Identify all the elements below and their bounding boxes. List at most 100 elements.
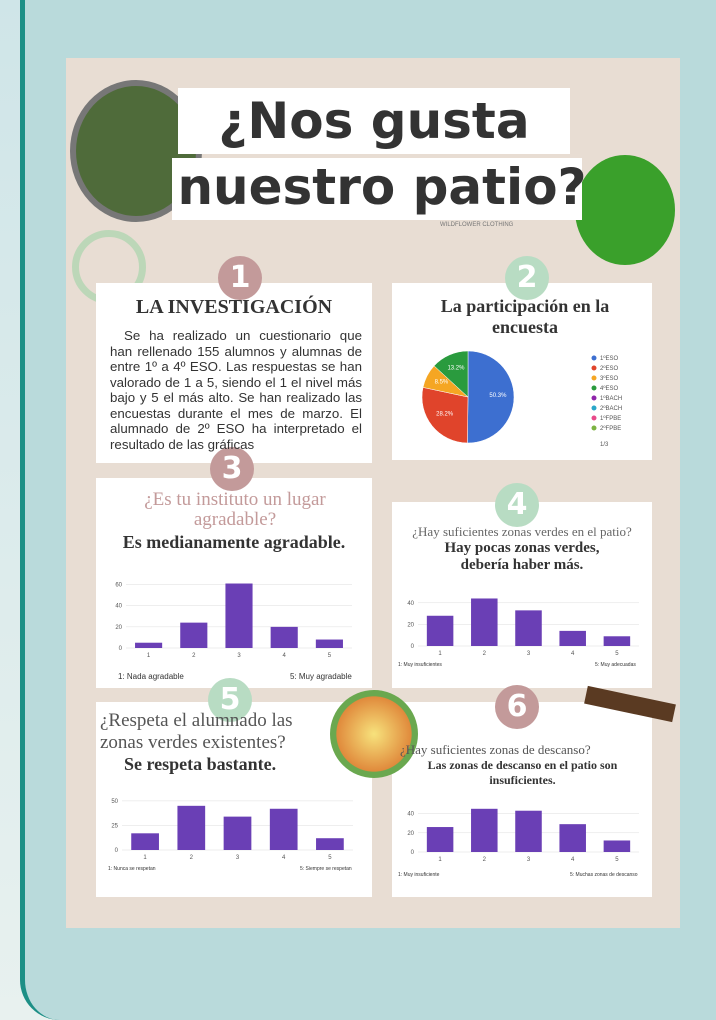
legend-label: 1ºBACH xyxy=(600,395,622,402)
scale-high: 5: Siempre se respetan xyxy=(300,866,352,872)
bar xyxy=(225,584,252,648)
bar xyxy=(316,640,343,648)
y-tick-label: 0 xyxy=(411,850,415,856)
question: ¿Es tu instituto un lugar agradable? xyxy=(125,490,345,530)
legend-label: 3ºESO xyxy=(600,375,619,382)
bar xyxy=(270,809,298,850)
legend-swatch xyxy=(592,406,597,411)
question: ¿Hay suficientes zonas de descanso? xyxy=(400,742,650,758)
scale-high: 5: Muy adecuadas xyxy=(595,662,636,668)
legend-swatch xyxy=(592,386,597,391)
y-tick-label: 0 xyxy=(119,646,123,652)
answer: Hay pocas zonas verdes, debería haber má… xyxy=(420,540,624,574)
y-tick-label: 20 xyxy=(407,831,414,837)
x-tick-label: 1 xyxy=(438,857,442,863)
scale-low: 1: Muy insuficientes xyxy=(398,662,442,668)
section-heading: La participación en la encuesta xyxy=(410,296,640,338)
legend-swatch xyxy=(592,376,597,381)
x-tick-label: 5 xyxy=(328,855,332,861)
question: ¿Respeta el alumnado las zonas verdes ex… xyxy=(100,710,330,754)
legend-page: 1/3 xyxy=(600,442,609,448)
x-tick-label: 5 xyxy=(615,651,619,657)
section-number: 2 xyxy=(505,256,549,300)
title-line: ¿Nos gusta xyxy=(178,92,570,150)
bar xyxy=(427,616,454,646)
legend-label: 4ºESO xyxy=(600,385,619,392)
data-label: 8.5% xyxy=(435,379,449,385)
question: ¿Hay suficientes zonas verdes en el pati… xyxy=(392,524,652,540)
y-tick-label: 20 xyxy=(115,625,122,631)
y-tick-label: 40 xyxy=(407,601,414,607)
bar xyxy=(515,811,542,852)
section-number: 6 xyxy=(495,685,539,729)
y-tick-label: 0 xyxy=(115,848,119,854)
bar xyxy=(180,623,207,648)
section-heading: LA INVESTIGACIÓN xyxy=(96,296,372,319)
page: ¿Nos gusta nuestro patio? WILDFLOWER CLO… xyxy=(0,0,716,1020)
bar xyxy=(271,627,298,648)
legend-label: 1ºFPBE xyxy=(600,415,621,422)
scale-low: 1: Nunca se respetan xyxy=(108,866,156,872)
legend-swatch xyxy=(592,426,597,431)
y-tick-label: 20 xyxy=(407,622,414,628)
bar xyxy=(515,610,542,646)
scale-high: 5: Muchas zonas de descanso xyxy=(570,872,638,878)
legend-label: 2ºFPBE xyxy=(600,425,621,432)
bar xyxy=(604,840,631,852)
x-tick-label: 2 xyxy=(483,651,487,657)
x-tick-label: 2 xyxy=(192,653,196,659)
x-tick-label: 4 xyxy=(571,857,575,863)
x-tick-label: 1 xyxy=(143,855,147,861)
x-tick-label: 5 xyxy=(615,857,619,863)
bar xyxy=(177,806,205,850)
x-tick-label: 3 xyxy=(237,653,241,659)
bar xyxy=(471,809,498,852)
x-tick-label: 4 xyxy=(283,653,287,659)
section-number: 3 xyxy=(210,447,254,491)
y-tick-label: 50 xyxy=(111,799,118,805)
data-label: 13.2% xyxy=(447,366,465,372)
legend-swatch xyxy=(592,396,597,401)
x-tick-label: 1 xyxy=(438,651,442,657)
bar xyxy=(471,598,498,646)
bar xyxy=(604,636,631,646)
bar xyxy=(316,838,344,850)
legend-swatch xyxy=(592,416,597,421)
answer: Se respeta bastante. xyxy=(124,754,276,775)
section-body: Se ha realizado un cuestionario que han … xyxy=(110,328,362,452)
scale-low: 1: Muy insuficiente xyxy=(398,872,439,878)
scale-low: 1: Nada agradable xyxy=(118,672,184,681)
data-label: 50.3% xyxy=(489,393,507,399)
legend-swatch xyxy=(592,366,597,371)
pie-chart: 50.3%28.2%8.5%13.2%1ºESO2ºESO3ºESO4ºESO1… xyxy=(410,340,646,455)
bar xyxy=(427,827,454,852)
x-tick-label: 4 xyxy=(282,855,286,861)
title-line: nuestro patio? xyxy=(172,158,592,216)
x-tick-label: 1 xyxy=(147,653,151,659)
answer: Es medianamente agradable. xyxy=(96,532,372,553)
y-tick-label: 40 xyxy=(407,812,414,818)
answer: Las zonas de descanso en el patio son in… xyxy=(405,758,640,788)
bar xyxy=(135,643,162,648)
legend-label: 1ºESO xyxy=(600,355,619,362)
scale-high: 5: Muy agradable xyxy=(290,672,352,681)
legend-label: 2ºBACH xyxy=(600,405,622,412)
x-tick-label: 3 xyxy=(527,857,531,863)
x-tick-label: 4 xyxy=(571,651,575,657)
y-tick-label: 40 xyxy=(115,604,122,610)
legend-swatch xyxy=(592,356,597,361)
bar xyxy=(224,817,252,850)
y-tick-label: 60 xyxy=(115,583,122,589)
section-number: 4 xyxy=(495,483,539,527)
bar xyxy=(131,833,159,850)
bar xyxy=(559,824,586,852)
section-number: 1 xyxy=(218,256,262,300)
legend-label: 2ºESO xyxy=(600,365,619,372)
x-tick-label: 2 xyxy=(190,855,194,861)
bar xyxy=(559,631,586,646)
y-tick-label: 25 xyxy=(111,823,118,829)
